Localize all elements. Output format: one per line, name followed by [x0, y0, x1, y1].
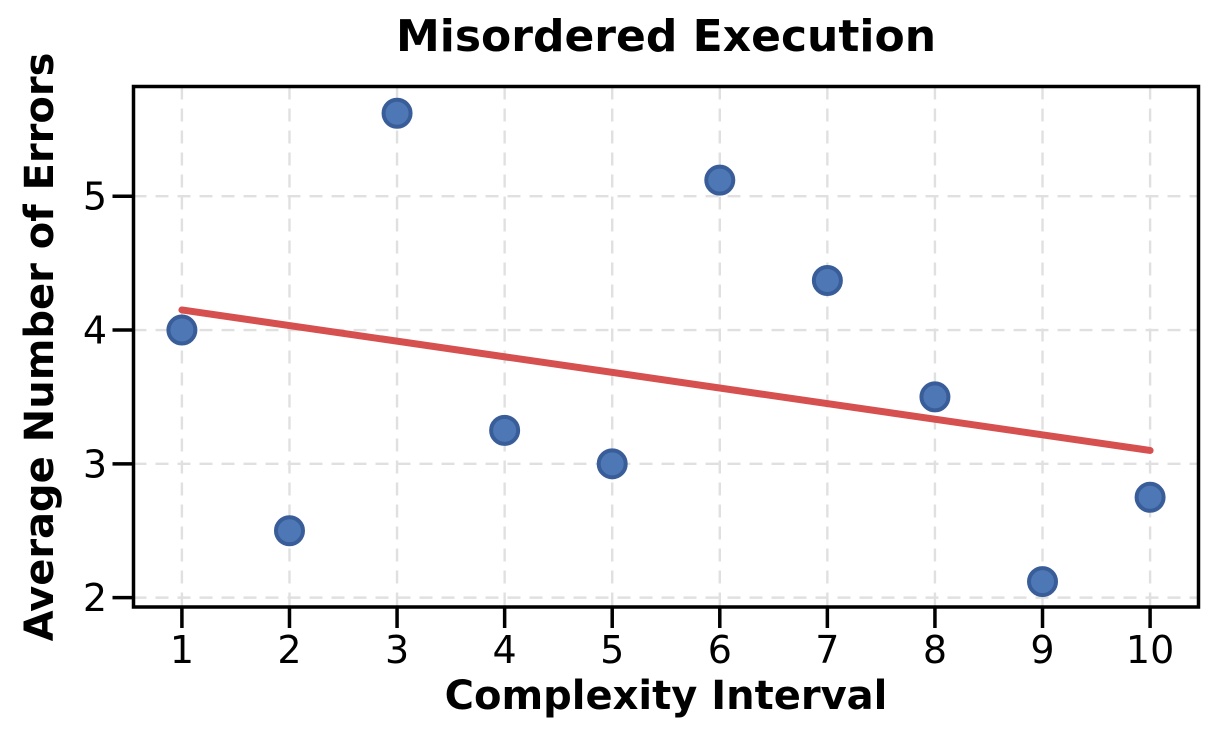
- x-tick-label: 6: [708, 628, 732, 672]
- trend-line: [178, 306, 1154, 454]
- x-tick-label: 4: [493, 628, 517, 672]
- y-tick-label: 3: [83, 442, 107, 486]
- data-point: [811, 265, 843, 297]
- data-point: [1027, 566, 1059, 598]
- x-tick-label: 5: [600, 628, 624, 672]
- data-point: [273, 515, 305, 547]
- x-tick-label: 2: [277, 628, 301, 672]
- plot-area-border: [131, 84, 1201, 609]
- x-tick-label: 8: [923, 628, 947, 672]
- data-point: [489, 414, 521, 446]
- y-tick-label: 5: [83, 175, 107, 219]
- data-point: [1134, 481, 1166, 513]
- data-point: [919, 381, 951, 413]
- x-axis-label: Complexity Interval: [444, 673, 888, 719]
- data-point: [381, 97, 413, 129]
- x-tick-label: 9: [1030, 628, 1054, 672]
- x-tick-label: 7: [815, 628, 839, 672]
- chart-title: Misordered Execution: [395, 11, 937, 62]
- y-tick-label: 4: [83, 309, 107, 353]
- x-tick-label: 1: [170, 628, 194, 672]
- y-tick-label: 2: [83, 576, 107, 620]
- x-tick-label: 10: [1126, 628, 1174, 672]
- x-tick-label: 3: [385, 628, 409, 672]
- data-point: [596, 448, 628, 480]
- data-point: [166, 314, 198, 346]
- data-point: [704, 164, 736, 196]
